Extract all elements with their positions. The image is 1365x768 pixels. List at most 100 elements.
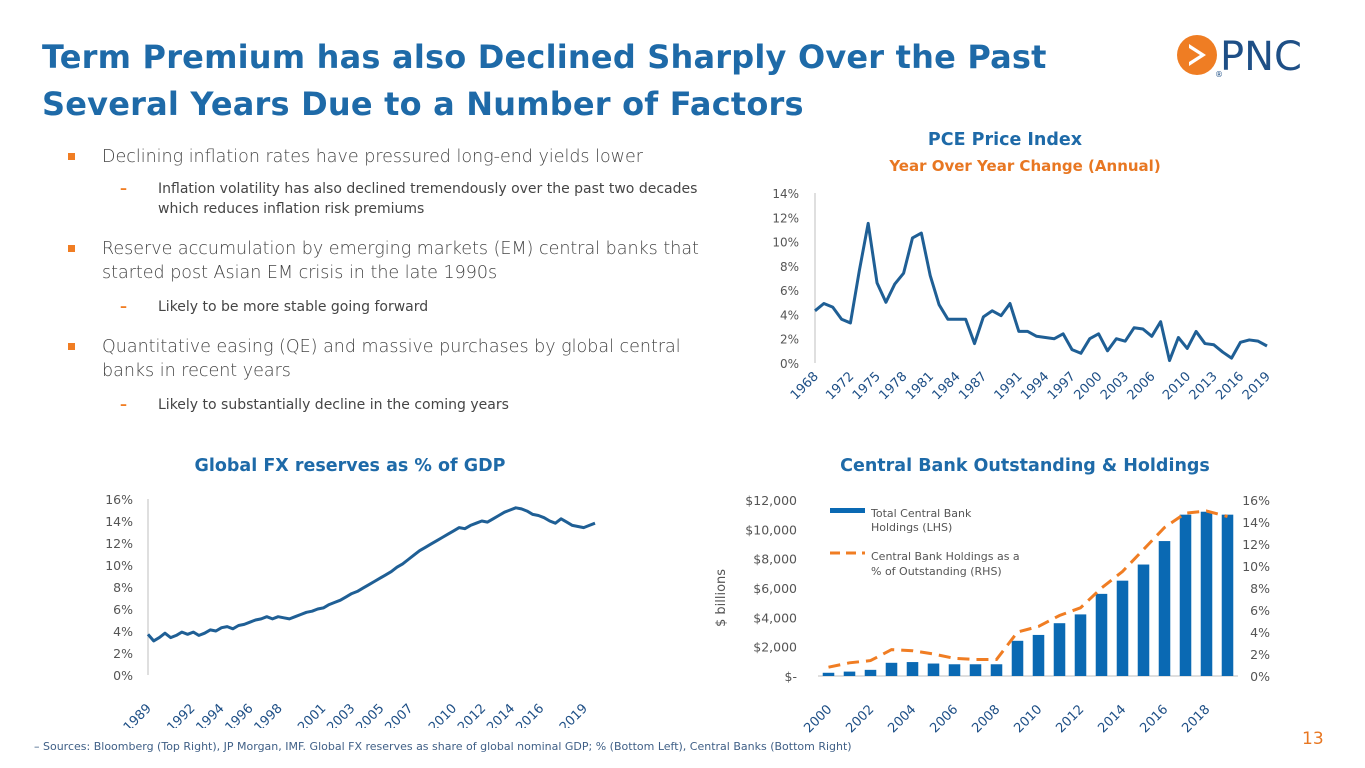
x-tick-label: 2014: [1095, 702, 1129, 733]
y-left-tick-label: $4,000: [753, 610, 797, 625]
x-tick-label: 2000: [1071, 369, 1105, 403]
sub-bullet-item: – Likely to substantially decline in the …: [68, 395, 708, 415]
slide-title: Term Premium has also Declined Sharply O…: [42, 34, 1122, 128]
slide-title-line-1: Term Premium has also Declined Sharply O…: [42, 38, 1047, 76]
y-right-tick-label: 12%: [1242, 537, 1270, 552]
y-tick-label: 4%: [780, 308, 799, 322]
y-tick-label: 8%: [780, 260, 799, 274]
y-tick-label: 14%: [772, 187, 799, 201]
y-left-tick-label: $2,000: [753, 640, 797, 655]
x-tick-label: 2008: [969, 702, 1003, 733]
bar: [1200, 511, 1213, 676]
x-tick-label: 2010: [1160, 369, 1194, 403]
bar: [1116, 580, 1129, 676]
sub-bullet-marker: –: [120, 299, 127, 315]
pce-series-line: [814, 221, 1268, 363]
x-tick-label: 1991: [992, 369, 1026, 403]
x-tick-label: 2018: [1179, 702, 1213, 733]
y-tick-label: 14%: [105, 514, 133, 529]
x-tick-label: 2016: [1213, 369, 1247, 403]
y-tick-label: 8%: [113, 580, 133, 595]
bar: [843, 671, 856, 676]
sub-bullet-item: – Likely to be more stable going forward: [68, 297, 708, 317]
bullet-marker: [68, 153, 75, 160]
bar: [1158, 541, 1171, 676]
bar: [1011, 640, 1024, 676]
bar: [969, 664, 982, 676]
bullet-text: Reserve accumulation by emerging markets…: [102, 239, 699, 283]
source-note: – Sources: Bloomberg (Top Right), JP Mor…: [34, 740, 852, 753]
x-tick-label: 2002: [843, 702, 877, 733]
x-tick-label: 1987: [956, 369, 990, 403]
sub-bullet-text: Likely to substantially decline in the c…: [158, 397, 509, 413]
legend-line-label-line-1: Central Bank Holdings as a: [871, 550, 1020, 563]
y-tick-label: 2%: [780, 333, 799, 347]
sub-bullet-text: Inflation volatility has also declined t…: [158, 181, 698, 217]
bullet-text: Declining inflation rates have pressured…: [102, 147, 643, 167]
fx-chart-title: Global FX reserves as % of GDP: [194, 456, 506, 476]
fx-series-line: [146, 506, 596, 643]
x-tick-label: 2000: [801, 702, 835, 733]
x-tick-label: 1972: [823, 369, 857, 403]
bullet-marker: [68, 245, 75, 252]
bar: [864, 669, 877, 676]
bar: [1032, 634, 1045, 676]
y-tick-label: 10%: [105, 558, 133, 573]
bullet-item: Quantitative easing (QE) and massive pur…: [68, 335, 708, 383]
y-tick-label: 12%: [105, 536, 133, 551]
bullet-list: Declining inflation rates have pressured…: [68, 145, 708, 415]
y-left-tick-label: $-: [785, 669, 797, 684]
bar: [948, 664, 961, 676]
y-tick-label: 6%: [780, 284, 799, 298]
y-tick-label: 0%: [780, 357, 799, 371]
y-tick-label: 16%: [105, 492, 133, 507]
x-tick-label: 1968: [788, 369, 822, 403]
sub-bullet-item: – Inflation volatility has also declined …: [68, 179, 708, 219]
sub-bullet-marker: –: [120, 397, 127, 413]
x-tick-label: 1984: [930, 369, 964, 403]
slide-title-line-2: Several Years Due to a Number of Factors: [42, 85, 804, 123]
cb-chart: $ billions $- $2,000 $4,000 $6,000 $8,000 $10,…: [714, 493, 1270, 733]
holdings-pct-line: [828, 509, 1228, 669]
bullet-text: Quantitative easing (QE) and massive pur…: [102, 337, 681, 381]
y-right-tick-label: 6%: [1250, 603, 1270, 618]
cb-chart-title: Central Bank Outstanding & Holdings: [840, 456, 1210, 476]
legend-line-label-line-2: % of Outstanding (RHS): [871, 565, 1002, 578]
pnc-logo-mark: [1177, 35, 1217, 75]
bar: [1074, 614, 1087, 676]
bullet-item: Declining inflation rates have pressured…: [68, 145, 708, 169]
bar: [906, 662, 919, 676]
y-right-tick-label: 0%: [1250, 669, 1270, 684]
y-axis-title: $ billions: [714, 569, 729, 627]
x-tick-label: 2012: [1053, 702, 1087, 733]
x-tick-label: 1989: [121, 701, 155, 728]
sub-bullet-text: Likely to be more stable going forward: [158, 299, 429, 315]
bar: [1095, 593, 1108, 676]
x-tick-label: 1981: [903, 369, 937, 403]
y-right-tick-label: 16%: [1242, 493, 1270, 508]
y-right-tick-label: 8%: [1250, 581, 1270, 596]
x-tick-label: 2019: [1240, 369, 1274, 403]
bar: [990, 664, 1003, 676]
y-left-tick-label: $8,000: [753, 552, 797, 567]
y-right-tick-label: 10%: [1242, 559, 1270, 574]
x-tick-label: 2004: [885, 702, 919, 733]
y-tick-label: 0%: [113, 668, 133, 683]
bar: [1221, 514, 1234, 676]
x-tick-label: 2007: [382, 701, 416, 728]
x-tick-label: 1994: [1018, 369, 1052, 403]
y-right-tick-label: 4%: [1250, 625, 1270, 640]
bar: [1137, 564, 1150, 676]
pnc-logo: PNC ®: [1177, 34, 1302, 79]
bar: [1179, 514, 1192, 676]
legend-bar-label-line-1: Total Central Bank: [870, 507, 972, 520]
y-tick-label: 12%: [772, 211, 799, 225]
bar: [927, 663, 940, 676]
x-tick-label: 2016: [1137, 702, 1171, 733]
pnc-logo-text: PNC: [1220, 34, 1302, 79]
legend-bar-label-line-2: Holdings (LHS): [871, 521, 952, 534]
page-number: 13: [1302, 729, 1324, 749]
y-tick-label: 10%: [772, 236, 799, 250]
y-right-tick-label: 2%: [1250, 647, 1270, 662]
sub-bullet-marker: –: [120, 181, 127, 197]
